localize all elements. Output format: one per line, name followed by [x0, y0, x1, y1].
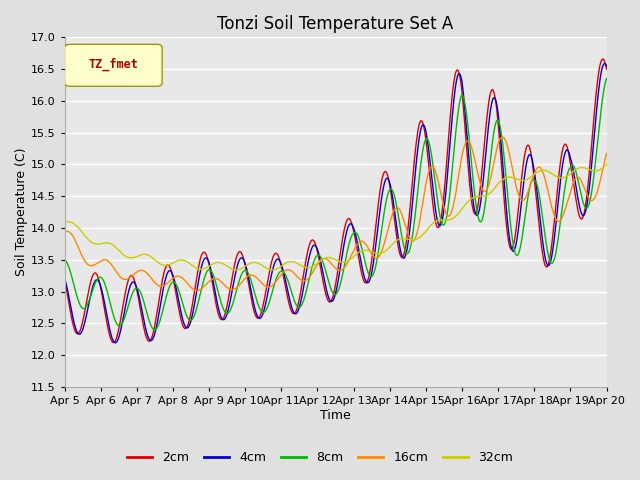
- Legend: 2cm, 4cm, 8cm, 16cm, 32cm: 2cm, 4cm, 8cm, 16cm, 32cm: [122, 446, 518, 469]
- Y-axis label: Soil Temperature (C): Soil Temperature (C): [15, 148, 28, 276]
- X-axis label: Time: Time: [320, 409, 351, 422]
- Text: TZ_fmet: TZ_fmet: [88, 58, 138, 71]
- Title: Tonzi Soil Temperature Set A: Tonzi Soil Temperature Set A: [218, 15, 454, 33]
- FancyBboxPatch shape: [65, 44, 162, 86]
